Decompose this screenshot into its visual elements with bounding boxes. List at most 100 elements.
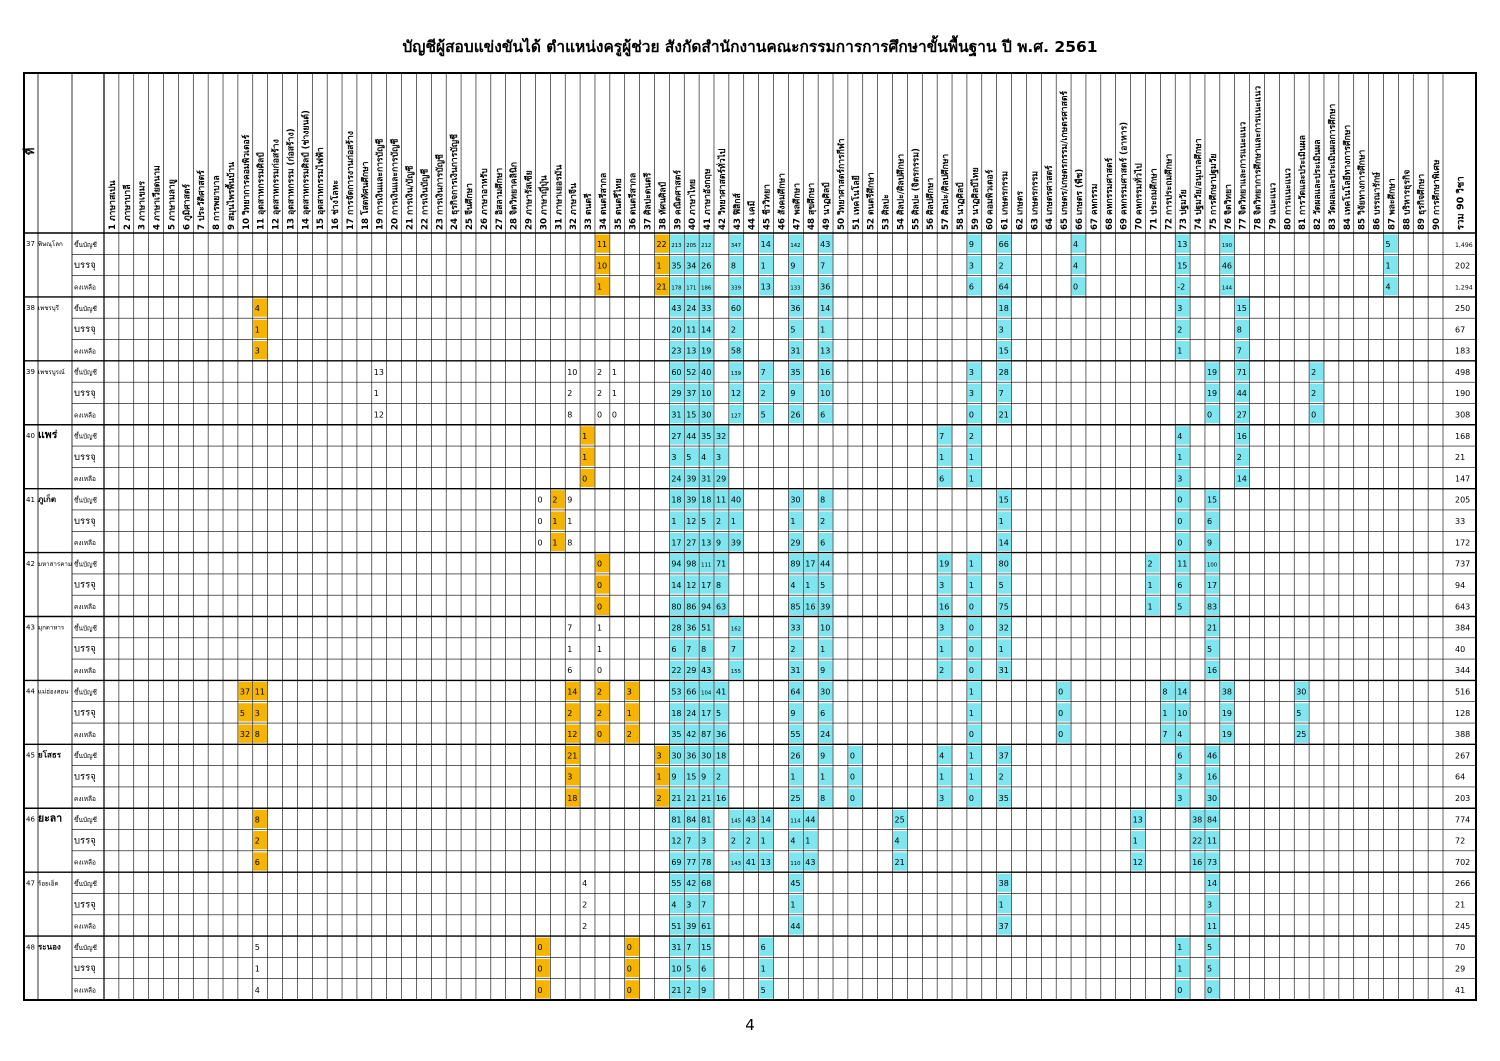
highlight-cell <box>788 298 803 317</box>
data-cell-value: 16 <box>805 602 815 611</box>
data-cell-value: 27 <box>671 432 681 441</box>
data-cell-value: 1 <box>567 645 572 654</box>
highlight-cell <box>595 724 610 743</box>
data-cell-value: 0 <box>1177 538 1182 547</box>
data-cell-value: 18 <box>671 496 681 505</box>
data-cell-value: 30 <box>701 751 711 760</box>
highlight-cell <box>699 383 714 402</box>
highlight-cell <box>788 277 803 296</box>
data-cell-value: 18 <box>671 709 681 718</box>
highlight-cell <box>937 468 952 488</box>
data-cell-value: 1 <box>582 453 587 462</box>
data-cell-value: 15 <box>1207 496 1217 505</box>
highlight-cell <box>997 596 1012 615</box>
data-cell-value: 44 <box>790 922 800 931</box>
highlight-cell <box>803 596 818 615</box>
data-cell-value: 10 <box>597 261 607 270</box>
row-total: 1,294 <box>1455 285 1473 292</box>
data-cell-value: -2 <box>1177 283 1185 292</box>
subject-header: 34 ดนตรีสากล <box>598 173 609 230</box>
highlight-cell <box>714 596 729 615</box>
data-cell-value: 13 <box>374 368 384 377</box>
highlight-cell <box>669 980 684 999</box>
highlight-cell <box>1294 703 1309 722</box>
data-cell-value: 4 <box>255 304 260 313</box>
row-total: 29 <box>1455 964 1465 973</box>
highlight-cell <box>729 362 744 381</box>
highlight-cell <box>759 362 773 381</box>
highlight-cell <box>253 681 268 701</box>
highlight-cell <box>699 767 714 786</box>
highlight-cell <box>997 618 1012 637</box>
subject-header: 90 การศึกษาพิเศษ <box>1431 159 1442 230</box>
province-name: ระนอง <box>38 942 61 951</box>
highlight-cell <box>625 724 640 743</box>
data-cell-value: 4 <box>790 581 795 590</box>
data-cell-value: 1 <box>969 687 974 696</box>
highlight-cell <box>1175 277 1190 296</box>
data-cell-value: 1 <box>552 538 557 547</box>
subject-header: 88 บริหารธุรกิจ <box>1401 170 1412 230</box>
highlight-cell <box>1175 681 1190 701</box>
highlight-cell <box>565 767 580 786</box>
data-cell-value: 37 <box>240 687 250 696</box>
data-cell-value: 24 <box>671 474 681 483</box>
data-cell-value: 0 <box>1177 517 1182 526</box>
province-number: 46 <box>26 815 35 823</box>
data-cell-value: 4 <box>1385 283 1390 292</box>
data-cell-value: 4 <box>582 879 587 888</box>
subject-header: 3 ภาษาเขมร <box>138 181 148 230</box>
highlight-cell <box>699 831 714 850</box>
row-type-label: ขึ้นบัญชี <box>74 368 98 377</box>
highlight-cell <box>967 703 982 722</box>
data-cell-value: 5 <box>820 581 825 590</box>
highlight-cell <box>788 234 803 253</box>
data-cell-value: 10 <box>820 389 830 398</box>
highlight-cell <box>788 788 803 807</box>
subject-header: 65 เกษตร/เกษตรกรรม/เกษตรศาสตร์ <box>1059 91 1070 230</box>
highlight-cell <box>684 703 699 722</box>
highlight-cell <box>1309 404 1324 424</box>
highlight-cell <box>654 234 669 253</box>
highlight-cell <box>818 277 833 296</box>
data-cell-value: 55 <box>671 879 681 888</box>
data-cell-value: 35 <box>790 368 800 377</box>
province-number: 45 <box>26 752 35 760</box>
data-cell-value: 0 <box>1177 986 1182 995</box>
highlight-cell <box>684 745 699 765</box>
data-cell-value: 2 <box>1177 325 1182 334</box>
highlight-cell <box>788 831 803 850</box>
data-cell-value: 7 <box>1162 730 1167 739</box>
highlight-cell <box>1145 596 1160 615</box>
highlight-cell <box>1175 724 1190 743</box>
data-cell-value: 0 <box>969 794 974 803</box>
data-cell-value: 5 <box>240 709 245 718</box>
highlight-cell <box>714 554 729 573</box>
highlight-cell <box>699 554 714 573</box>
data-cell-value: 4 <box>939 751 944 760</box>
data-cell-value: 3 <box>255 347 260 356</box>
data-cell-value: 18 <box>716 751 726 760</box>
highlight-cell <box>729 511 744 530</box>
data-cell-value: 32 <box>716 432 726 441</box>
data-cell-value: 0 <box>969 730 974 739</box>
highlight-cell <box>669 873 684 892</box>
data-cell-value: 0 <box>850 773 855 782</box>
data-cell-value: 3 <box>969 389 974 398</box>
subject-header: 85 วิจัยทางการศึกษา <box>1357 149 1368 230</box>
data-cell-value: 4 <box>1177 730 1182 739</box>
highlight-cell <box>788 809 803 829</box>
highlight-cell <box>1309 383 1324 402</box>
data-cell-value: 10 <box>567 368 577 377</box>
highlight-cell <box>1175 341 1190 360</box>
highlight-cell <box>803 852 818 871</box>
highlight-cell <box>714 468 729 488</box>
highlight-cell <box>684 532 699 552</box>
data-cell-value: 0 <box>537 943 542 952</box>
data-cell-value: 36 <box>686 624 696 633</box>
data-cell-value: 55 <box>790 730 800 739</box>
data-cell-value: 7 <box>731 645 736 654</box>
data-cell-value: 162 <box>731 627 741 633</box>
subject-header: 61 เกษตรกรรม <box>1001 171 1011 230</box>
data-cell-value: 81 <box>701 815 711 824</box>
